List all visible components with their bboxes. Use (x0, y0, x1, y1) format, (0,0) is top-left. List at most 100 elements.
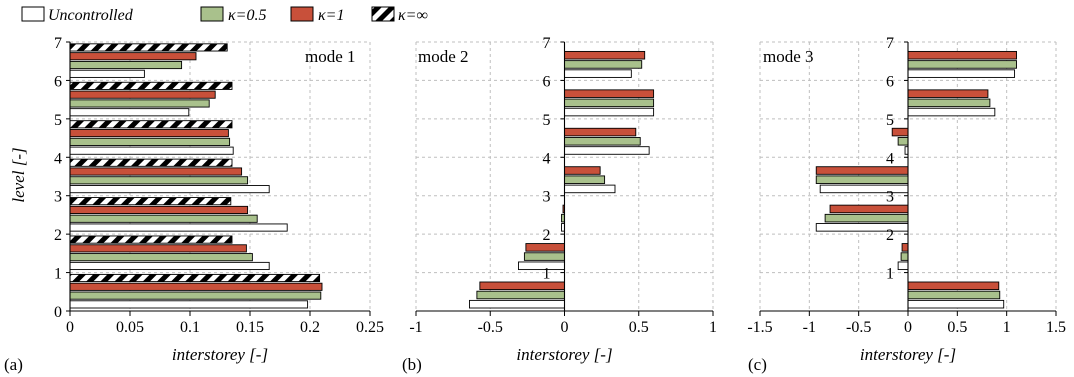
bar-uncontrolled-level-6 (69, 108, 190, 117)
bar-k05-level-7 (69, 60, 183, 70)
bar-kinf-level-5 (69, 120, 233, 129)
panel-title: mode 1 (305, 47, 356, 66)
bar-k1-level-6 (564, 89, 655, 98)
x-tick-label: -0.5 (478, 319, 503, 336)
y-tick-label: 1 (54, 266, 62, 283)
x-tick-label: 1 (1003, 319, 1011, 336)
y-tick-label: 5 (54, 112, 62, 129)
bar-k1-level-7 (564, 50, 646, 60)
y-tick-label: 4 (886, 150, 894, 167)
x-tick-label: 1.5 (1046, 319, 1066, 336)
bar-kinf-level-1 (69, 273, 321, 283)
bar-kinf-level-6 (69, 81, 233, 90)
bar-k05-level-6 (907, 98, 991, 108)
bar-k1-level-5 (891, 127, 909, 137)
y-tick-label: 6 (886, 73, 894, 90)
y-axis-label: level [-] (9, 147, 28, 202)
bar-uncontrolled-level-4 (819, 184, 909, 194)
y-tick-label: 5 (886, 112, 894, 129)
panel-2: -1 -0.5 0 0.5 1 1 2 3 4 5 6 7 mode 2 interstorey [-] (… (402, 35, 717, 374)
bar-uncontrolled-level-5 (564, 146, 650, 155)
y-tick-label: 7 (543, 35, 551, 52)
bar-k1-level-1 (907, 281, 1000, 291)
bar-k05-level-5 (69, 137, 231, 146)
bar-k1-level-1 (479, 281, 565, 291)
x-tick-label: 0.05 (116, 319, 144, 336)
bar-k05-level-4 (815, 175, 909, 184)
x-axis-label: interstorey [-] (516, 345, 612, 364)
x-tick-label: 0.1 (180, 319, 200, 336)
x-tick-label: 0 (66, 319, 74, 336)
legend-label-k05: κ=0.5 (228, 7, 266, 24)
bar-k1-level-4 (564, 166, 601, 175)
legend-label-k1: κ=1 (318, 7, 344, 24)
legend-swatch-kinf (371, 6, 395, 22)
bar-kinf-level-4 (69, 158, 233, 167)
panel-3: -1.5 -1 -0.5 0 0.5 1 1.5 1 2 3 4 5 6 7 mode 3 interstor… (747, 35, 1066, 374)
y-tick-label: 2 (886, 227, 894, 244)
y-tick-label: 5 (543, 112, 551, 129)
x-tick-label: 0.15 (236, 319, 264, 336)
bar-k1-level-1 (69, 282, 323, 291)
y-tick-label: 4 (543, 150, 551, 167)
bar-k1-level-3 (829, 204, 909, 214)
bar-k05-level-5 (897, 137, 909, 146)
bar-uncontrolled-level-4 (564, 184, 616, 194)
bar-k05-level-6 (69, 99, 210, 108)
bar-kinf-level-7 (69, 43, 228, 52)
bar-k05-level-1 (69, 291, 322, 300)
bar-k1-level-2 (69, 244, 247, 253)
y-tick-label: 3 (543, 189, 551, 206)
x-tick-label: 0.25 (356, 319, 384, 336)
x-tick-label: 0 (904, 319, 912, 336)
bar-k05-level-2 (69, 253, 253, 262)
bar-uncontrolled-level-7 (564, 69, 632, 78)
x-axis-label: interstorey [-] (172, 345, 268, 364)
legend-swatch-uncontrolled (21, 6, 45, 22)
panel-title: mode 2 (418, 47, 469, 66)
x-tick-label: 0.2 (300, 319, 320, 336)
y-tick-label: 3 (886, 189, 894, 206)
bar-k05-level-5 (564, 137, 641, 146)
y-tick-label: 2 (54, 227, 62, 244)
bar-uncontrolled-level-1 (69, 300, 309, 309)
bar-uncontrolled-level-4 (69, 185, 270, 194)
y-tick-label: 4 (54, 150, 62, 167)
x-tick-label: 0.5 (947, 319, 967, 336)
bar-k05-level-7 (907, 60, 1017, 69)
y-tick-label: 2 (543, 227, 551, 244)
bar-uncontrolled-level-3 (815, 223, 909, 232)
panel-label: (c) (748, 355, 767, 374)
legend-swatch-k1 (290, 6, 314, 22)
legend: Uncontrolled κ=0.5 κ=1 κ=∞ (21, 6, 428, 24)
bar-k05-level-2 (900, 252, 909, 261)
bar-k05-level-1 (476, 290, 565, 300)
bar-kinf-level-3 (69, 197, 232, 206)
bar-k05-level-6 (564, 98, 655, 108)
bar-k1-level-6 (69, 90, 216, 99)
bar-uncontrolled-level-7 (69, 69, 145, 78)
x-tick-label: 0 (561, 319, 569, 336)
bar-k05-level-3 (69, 214, 258, 223)
x-tick-label: -0.5 (846, 319, 871, 336)
y-tick-label: 7 (54, 35, 62, 52)
bar-uncontrolled-level-7 (907, 69, 1016, 78)
y-tick-label: 3 (54, 189, 62, 206)
bar-k05-level-1 (907, 290, 1001, 300)
bar-k1-level-2 (901, 243, 909, 252)
bar-k1-level-4 (815, 166, 909, 175)
y-tick-label: 1 (886, 266, 894, 283)
x-tick-label: -1 (409, 319, 422, 336)
bar-uncontrolled-level-2 (897, 261, 909, 271)
legend-swatch-k05 (200, 6, 224, 22)
bar-uncontrolled-level-2 (69, 261, 270, 271)
bar-uncontrolled-level-1 (907, 299, 1005, 309)
x-tick-label: 0.5 (629, 319, 649, 336)
bar-k05-level-4 (69, 176, 249, 185)
bar-k1-level-2 (525, 243, 565, 252)
panel-label: (a) (4, 355, 23, 374)
bar-uncontrolled-level-1 (469, 299, 565, 309)
bar-k05-level-2 (523, 252, 565, 261)
bar-uncontrolled-level-6 (907, 107, 996, 117)
